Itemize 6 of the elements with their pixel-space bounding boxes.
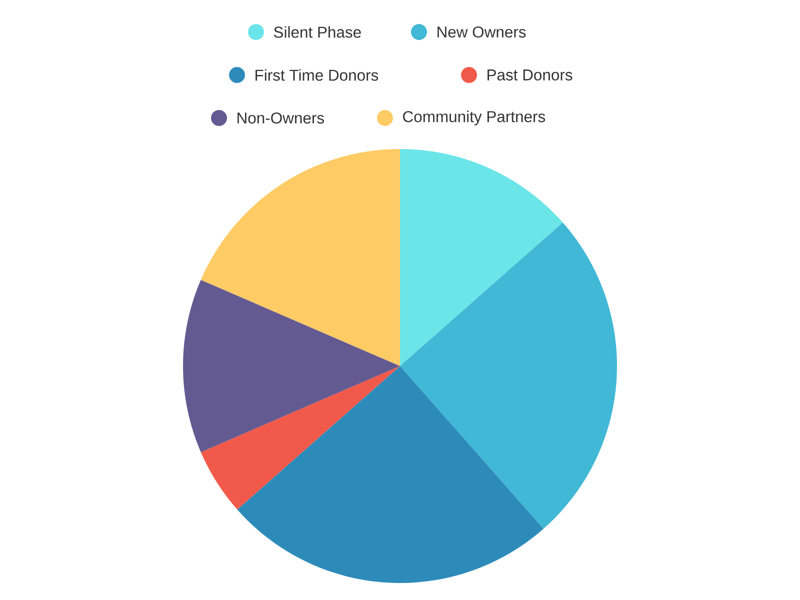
- legend-label: Community Partners: [403, 110, 546, 126]
- legend-label: First Time Donors: [256, 69, 378, 81]
- legend-label: New Owners: [438, 26, 526, 38]
- legend-label: Past Donors: [488, 70, 572, 80]
- legend-label: Silent Phase: [274, 26, 361, 38]
- legend-label: Non-Owners: [238, 112, 324, 124]
